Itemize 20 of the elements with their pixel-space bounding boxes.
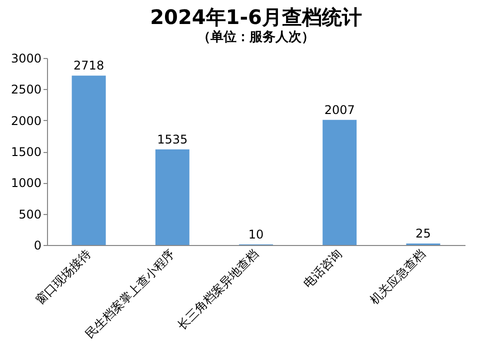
bar — [72, 76, 106, 245]
data-label: 2718 — [74, 58, 104, 73]
data-label: 10 — [248, 227, 264, 242]
x-tick-label: 长三角档案异地查档 — [174, 246, 261, 333]
y-tick-label: 1000 — [10, 176, 42, 190]
x-tick-label: 机关应急查档 — [367, 246, 428, 308]
x-tick-label: 电话咨询 — [300, 246, 345, 290]
y-tick-label: 3000 — [10, 52, 42, 66]
data-label: 25 — [416, 226, 431, 240]
bar — [322, 120, 357, 245]
y-tick-label: 2500 — [10, 82, 42, 97]
y-tick-label: 1500 — [10, 145, 42, 159]
y-tick-label: 2000 — [10, 114, 42, 128]
data-label: 2007 — [324, 102, 355, 117]
chart-subtitle: （单位：服务人次） — [198, 29, 314, 45]
bar — [155, 149, 190, 245]
data-label: 1535 — [157, 132, 188, 146]
y-tick-label: 0 — [34, 238, 42, 252]
chart-title: 2024年1-6月查档统计 — [150, 5, 362, 29]
y-tick-label: 500 — [18, 207, 42, 222]
